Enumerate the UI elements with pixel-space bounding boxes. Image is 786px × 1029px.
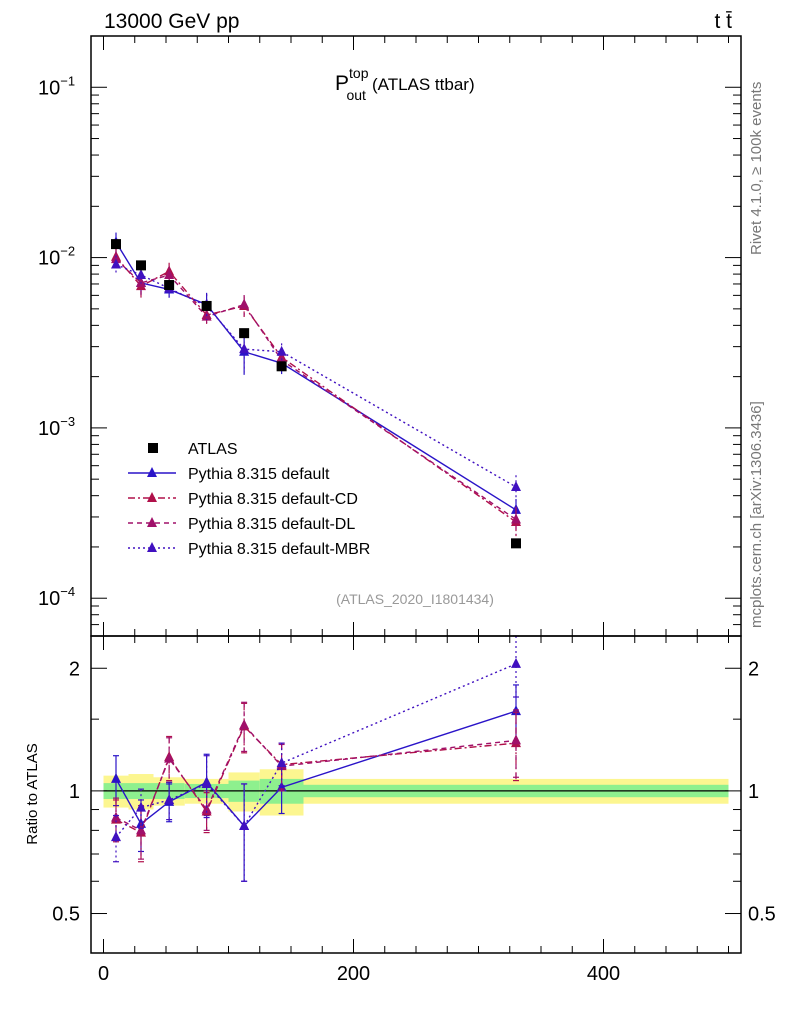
- main-y-tick-label-1: 10−3: [38, 414, 75, 440]
- atlas-point-4: [239, 328, 250, 339]
- ratio-marker-3-5: [276, 757, 287, 768]
- main-marker-3-6: [511, 480, 521, 491]
- ratio-y-tick-label-left-2: 2: [69, 658, 80, 680]
- x-tick-label-0: 0: [98, 963, 109, 985]
- main-y-tick-label-2: 10−2: [38, 244, 75, 270]
- legend-marker-4: [147, 542, 157, 552]
- ratio-marker-2-6: [511, 734, 521, 745]
- main-marker-3-5: [276, 345, 287, 356]
- main-marker-2-0: [111, 253, 121, 264]
- title-main: P: [335, 72, 349, 95]
- title-superscript: top: [349, 65, 369, 81]
- plot-title: Ptop out (ATLAS ttbar): [335, 65, 475, 103]
- legend-marker-0: [148, 443, 158, 453]
- ratio-y-tick-label-right-0: 0.5: [748, 904, 776, 926]
- main-marker-2-1: [136, 276, 146, 287]
- main-y-tick-label-3: 10−1: [38, 73, 75, 99]
- legend-label-2: Pythia 8.315 default-CD: [188, 491, 358, 508]
- ratio-axis-label: Ratio to ATLAS: [24, 743, 41, 844]
- main-marker-2-2: [164, 269, 175, 280]
- legend: ATLAS Pythia 8.315 default Pythia 8.315 de…: [128, 441, 370, 558]
- legend-label-4: Pythia 8.315 default-MBR: [188, 541, 370, 558]
- legend-marker-3: [147, 517, 157, 527]
- atlas-point-2: [164, 280, 175, 291]
- legend-label-3: Pythia 8.315 default-DL: [188, 516, 355, 533]
- ratio-marker-2-2: [164, 752, 175, 763]
- axis-tick-labels: 0 200 400 10−4 10−3 10−2 10−1 0.5 0.5 1 1 2 2: [38, 73, 776, 985]
- ratio-marker-2-3: [201, 803, 212, 814]
- atlas-point-5: [276, 361, 287, 372]
- main-marker-3-1: [136, 269, 146, 280]
- main-line-3: [115, 263, 517, 488]
- ratio-marker-3-2: [164, 793, 175, 804]
- axis-ticks: [91, 35, 741, 953]
- ratio-y-tick-label-right-1: 1: [748, 781, 759, 803]
- title-rest: (ATLAS ttbar): [372, 75, 475, 94]
- mcplots-source-label: mcplots.cern.ch [arXiv:1306.3436]: [748, 401, 765, 628]
- header-energy-label: 13000 GeV pp: [104, 10, 239, 33]
- ratio-uncertainty-bands: [103, 769, 729, 816]
- legend-marker-2: [147, 492, 157, 502]
- ratio-y-tick-label-left-1: 1: [69, 781, 80, 803]
- ratio-y-tick-label-right-2: 2: [748, 658, 759, 680]
- main-marker-3-0: [111, 258, 121, 269]
- title-subscript: out: [346, 87, 366, 103]
- legend-label-1: Pythia 8.315 default: [188, 466, 330, 483]
- legend-marker-1: [147, 467, 157, 477]
- ratio-marker-2-1: [136, 824, 146, 835]
- ratio-marker-2-4: [239, 719, 250, 730]
- ratio-y-tick-label-left-0: 0.5: [52, 904, 80, 926]
- ratio-marker-0-0: [111, 772, 121, 783]
- atlas-point-6: [511, 538, 521, 549]
- rivet-version-label: Rivet 4.1.0, ≥ 100k events: [748, 82, 765, 255]
- analysis-id-label: (ATLAS_2020_I1801434): [336, 591, 494, 607]
- ratio-line-3: [115, 663, 517, 838]
- main-y-tick-label-0: 10−4: [38, 584, 75, 610]
- ratio-marker-3-3: [201, 777, 212, 788]
- main-marker-2-4: [239, 298, 250, 309]
- main-marker-2-6: [511, 513, 521, 524]
- atlas-point-1: [136, 260, 146, 271]
- legend-label-0: ATLAS: [188, 441, 238, 458]
- main-marker-3-4: [239, 343, 250, 354]
- ratio-marker-3-0: [111, 831, 121, 842]
- x-tick-label-1: 200: [337, 963, 370, 985]
- header-process-label: t t̄: [714, 10, 732, 33]
- ratio-marker-3-4: [239, 819, 250, 830]
- atlas-point-3: [201, 300, 212, 311]
- ratio-series-group: [111, 635, 521, 882]
- atlas-data-points: [111, 239, 521, 549]
- ratio-marker-3-6: [511, 657, 521, 668]
- x-tick-label-2: 400: [587, 963, 620, 985]
- atlas-point-0: [111, 239, 121, 250]
- ratio-marker-3-1: [136, 801, 146, 812]
